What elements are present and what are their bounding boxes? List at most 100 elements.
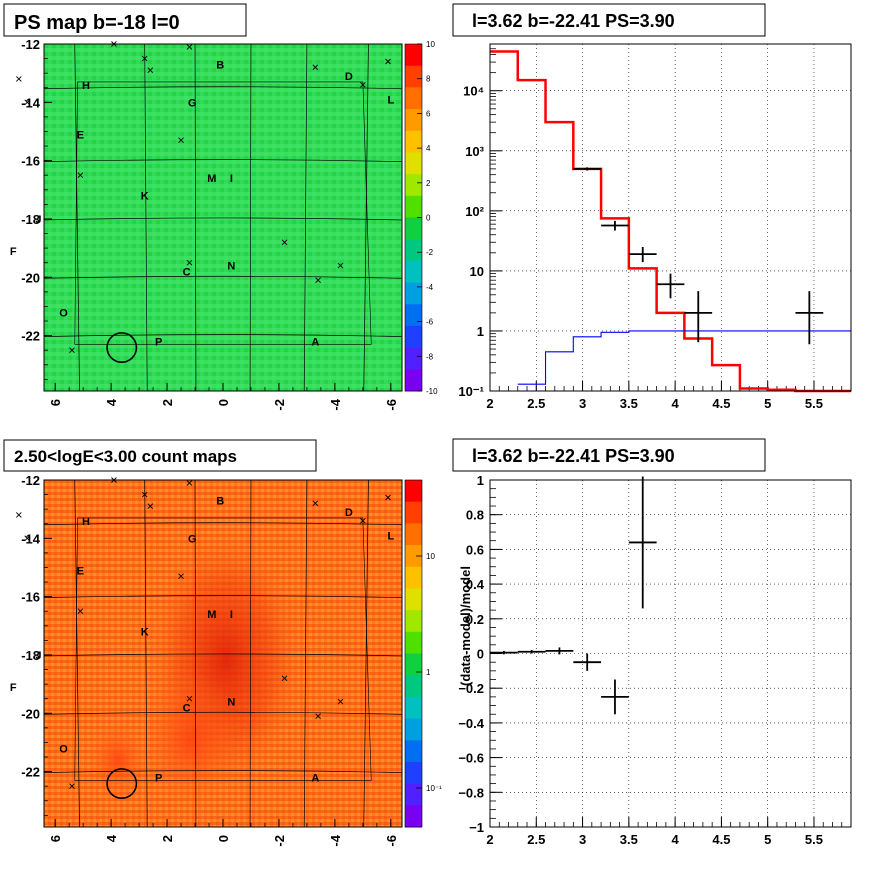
longitude-grid-line [249, 43, 252, 392]
source-marker-icon [312, 500, 319, 507]
residual-title: l=3.62 b=-22.41 PS=3.90 [472, 446, 675, 466]
source-label: H [82, 80, 90, 92]
colorbar-segment [405, 347, 422, 370]
colorbar-segment [405, 304, 422, 327]
source-label: F [10, 682, 17, 694]
source-marker-icon [312, 64, 319, 71]
x-tick-label: 5 [764, 396, 771, 411]
count-map-colorbar: 10 1 10⁻¹ [404, 479, 442, 828]
longitude-grid-line [194, 43, 197, 392]
spectrum-frame [489, 43, 852, 392]
source-marker-icon [24, 99, 31, 106]
colorbar-tick-label: -10 [426, 387, 438, 396]
model-step-series [490, 50, 851, 393]
colorbar-frame [404, 479, 423, 828]
colorbar-tick-label: 0 [426, 214, 431, 223]
x-tick-label: -2 [272, 399, 287, 411]
source-label: D [345, 71, 353, 83]
residual-title-box [452, 438, 766, 472]
source-label: N [227, 261, 235, 273]
y-tick-label: 0.2 [466, 612, 484, 627]
ps-map-panel: PS map b=-18 l=0 B D H L G E M I K J F C N O P A -12 -14… [3, 3, 438, 411]
y-tick-label: 10 [470, 264, 484, 279]
x-tick-label: 5.5 [805, 832, 823, 847]
colorbar-tick-label: 6 [426, 109, 431, 118]
residual-frame [489, 479, 852, 828]
source-label: C [183, 266, 191, 278]
ps-map-grid-lines [43, 43, 403, 392]
colorbar-segment [405, 740, 422, 763]
source-label: O [59, 307, 68, 319]
colorbar-segment [405, 610, 422, 633]
colorbar-segment [405, 282, 422, 305]
x-tick-label: 4.5 [712, 396, 730, 411]
colorbar-segment [405, 260, 422, 284]
background-step-series [517, 330, 851, 385]
region-boundary [74, 81, 372, 345]
colorbar-segment [405, 130, 422, 153]
y-tick-label: 0.4 [466, 577, 485, 592]
source-label: E [77, 565, 84, 577]
longitude-grid-line [74, 479, 80, 828]
y-tick-label: -16 [21, 154, 40, 169]
source-marker-icon [178, 137, 184, 144]
y-tick-label: -20 [21, 270, 40, 285]
ps-map-y-axis: -12 -14 -16 -18 -20 -22 [21, 37, 52, 380]
roi-circle [106, 332, 138, 364]
y-tick-label: -16 [21, 590, 40, 605]
ps-map-title-box [3, 3, 247, 37]
x-tick-label: -4 [328, 398, 343, 410]
x-tick-label: 4 [104, 834, 119, 842]
source-label: K [141, 627, 149, 639]
latitude-grid-line [43, 770, 403, 773]
source-label: E [77, 129, 84, 141]
source-label: I [230, 609, 233, 621]
colorbar-segment [405, 501, 422, 524]
y-tick-label: -22 [21, 329, 40, 344]
source-label: D [345, 507, 353, 519]
colorbar-tick-label: -8 [426, 352, 434, 361]
source-marker-icon [186, 695, 193, 702]
residual-panel: l=3.62 b=-22.41 PS=3.90 2 2.5 3 3.5 4 4.5 5 5.5… [452, 438, 852, 847]
latitude-grid-line [43, 86, 403, 90]
x-tick-label: 6 [48, 835, 63, 842]
source-marker-icon [315, 277, 321, 284]
roi-circle [106, 768, 138, 800]
source-label: P [155, 772, 162, 784]
x-tick-label: 4 [672, 832, 680, 847]
y-tick-label: −0.4 [458, 716, 484, 731]
source-label: J [35, 214, 41, 226]
source-label: G [188, 533, 197, 545]
source-label: P [155, 336, 162, 348]
colorbar-segment [405, 239, 422, 262]
colorbar-tick-label: 10⁻¹ [426, 784, 442, 793]
source-label: M [207, 173, 216, 185]
y-tick-label: -14 [21, 95, 41, 110]
source-marker-icon [385, 494, 391, 501]
source-marker-icon [337, 262, 344, 269]
y-tick-label: -22 [21, 765, 40, 780]
colorbar-tick-label: 1 [426, 668, 431, 677]
longitude-grid-line [303, 479, 308, 828]
count-map-panel: 2.50<logE<3.00 count maps B D H L G E M I K J F C N O… [3, 439, 442, 847]
ps-map-heatmap [44, 44, 402, 391]
source-marker-icon [141, 55, 148, 62]
source-marker-icon [77, 608, 84, 615]
ps-map-colorbar: 10 8 6 4 2 0 -2 -4 -6 -8 -10 [404, 40, 438, 396]
longitude-grid-line [144, 479, 148, 828]
source-marker-icon [281, 239, 288, 246]
colorbar-segment [405, 44, 422, 67]
y-tick-label: 0 [477, 647, 484, 662]
count-map-title-box [3, 439, 317, 472]
colorbar-segment [405, 653, 422, 676]
y-tick-label: -18 [21, 648, 40, 663]
source-marker-icon [281, 675, 288, 682]
source-marker-icon [315, 713, 321, 720]
source-marker-icon [360, 82, 366, 88]
colorbar-segment [405, 195, 422, 218]
source-marker-icon [147, 503, 154, 510]
colorbar-segment [405, 566, 422, 589]
x-tick-label: 4 [104, 398, 119, 406]
y-tick-label: -12 [21, 473, 40, 488]
